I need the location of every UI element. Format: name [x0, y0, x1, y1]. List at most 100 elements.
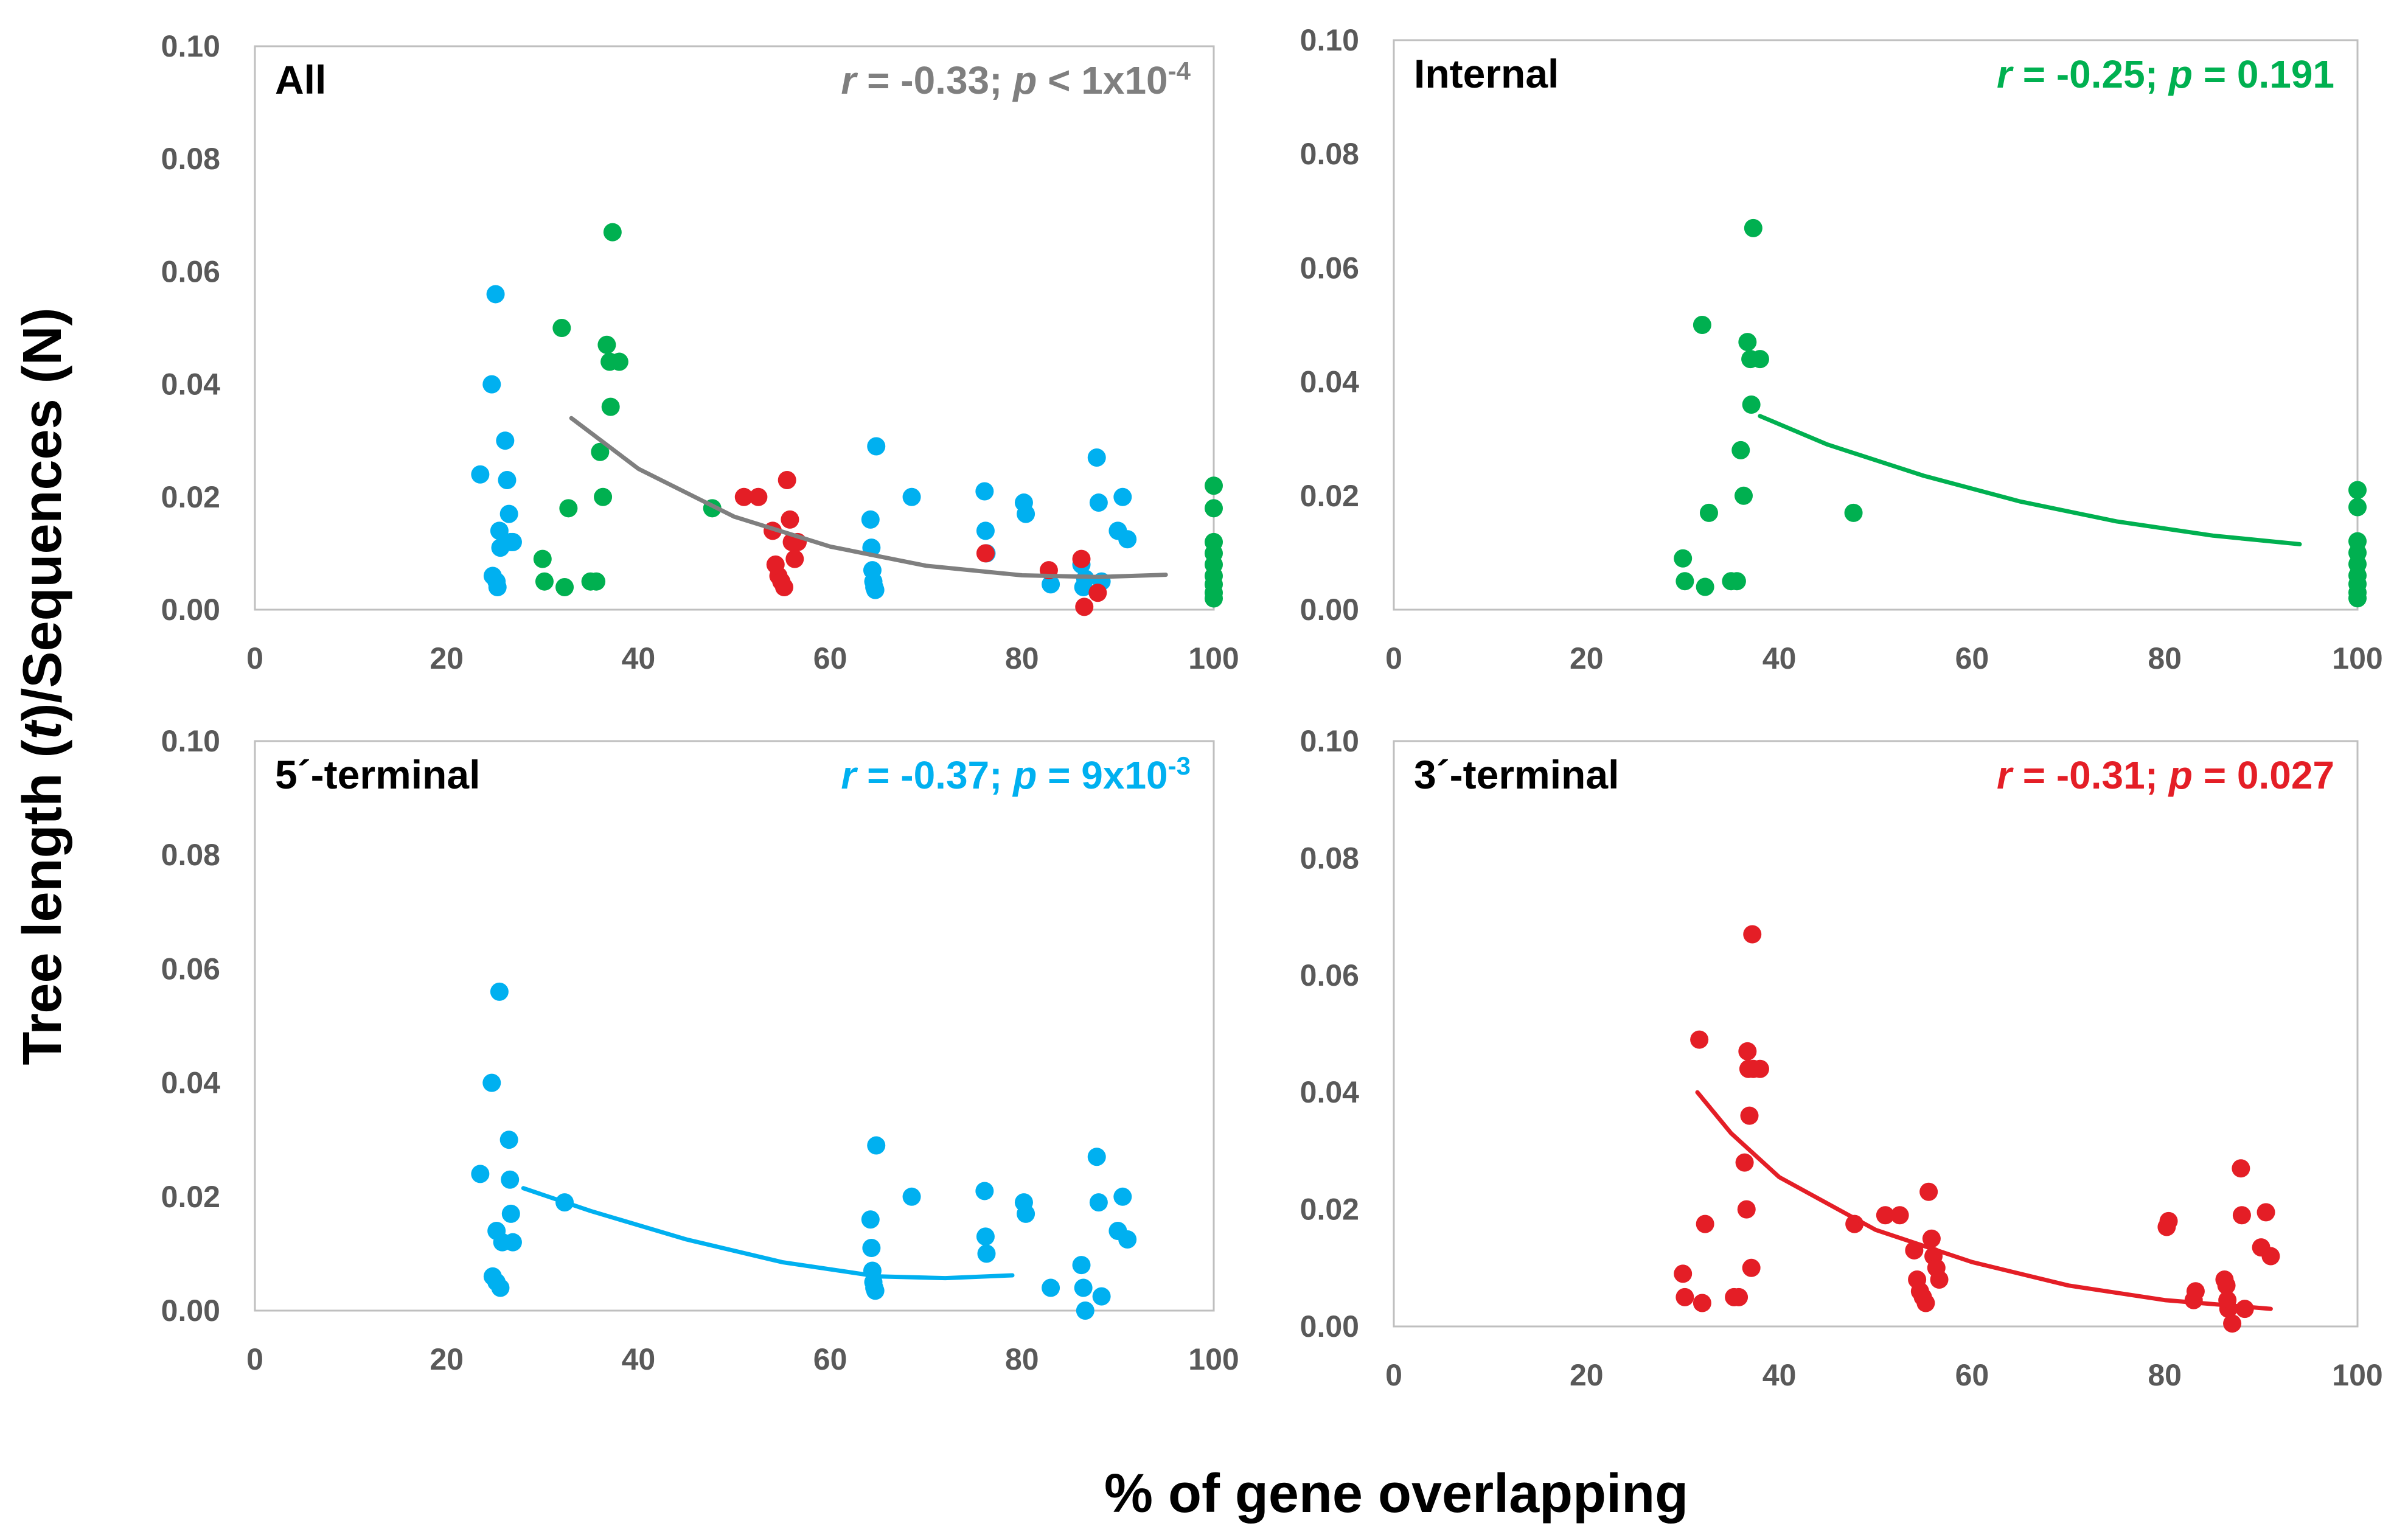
data-point	[2186, 1282, 2205, 1301]
data-point	[501, 1170, 520, 1189]
data-point	[1042, 575, 1060, 594]
data-point	[1118, 530, 1137, 549]
x-tick-label: 60	[813, 1342, 847, 1376]
data-point	[501, 1204, 520, 1223]
stat-p-value: < 1x10	[1037, 58, 1167, 102]
series-internal	[533, 223, 1223, 608]
data-point	[1088, 584, 1107, 602]
x-tick-label: 80	[1005, 641, 1039, 675]
stat-r-value: = -0.37;	[856, 753, 1013, 797]
y-axis-title-italic: t	[12, 719, 73, 740]
data-point	[555, 577, 574, 596]
series-5-terminal	[471, 285, 1137, 599]
y-tick-label: 0.04	[161, 1066, 221, 1100]
data-point	[1076, 1301, 1094, 1320]
data-point	[1876, 1206, 1895, 1225]
stat-p-symbol: p	[2168, 753, 2193, 797]
data-point	[2232, 1159, 2250, 1178]
panel-title: All	[275, 57, 326, 102]
trend-line	[1695, 1090, 2273, 1311]
panel-title: Internal	[1414, 51, 1559, 96]
data-point	[1017, 504, 1035, 523]
x-tick-label: 100	[2332, 641, 2382, 675]
series-internal	[1674, 218, 2367, 608]
y-tick-label: 0.10	[161, 29, 220, 63]
data-point	[1737, 1200, 1756, 1219]
data-point	[1205, 589, 1223, 608]
data-point	[1676, 572, 1694, 591]
data-point	[1696, 1214, 1714, 1233]
data-point	[1113, 1187, 1132, 1206]
y-tick-label: 0.00	[161, 1294, 220, 1328]
x-axis-title: % of gene overlapping	[1104, 1463, 1688, 1524]
stat-r-value: = -0.25;	[2012, 52, 2169, 96]
y-tick-label: 0.00	[161, 593, 220, 627]
data-point	[1676, 1287, 1694, 1306]
data-point	[490, 982, 509, 1001]
stat-p-exponent: -4	[1168, 57, 1191, 85]
data-point	[976, 544, 995, 563]
data-point	[1735, 1153, 1754, 1172]
data-point	[1916, 1294, 1935, 1312]
data-point	[498, 471, 517, 490]
y-tick-label: 0.02	[161, 480, 220, 514]
x-tick-label: 100	[1188, 1342, 1239, 1376]
y-axis-title-suffix: )/Sequences (N)	[12, 307, 73, 721]
y-tick-label: 0.06	[161, 254, 220, 288]
y-tick-label: 0.08	[161, 142, 220, 176]
data-point	[1744, 218, 1763, 237]
data-point	[1743, 925, 1762, 944]
data-point	[1734, 486, 1753, 505]
correlation-stat: r = -0.37; p = 9x10-3	[841, 751, 1191, 798]
plot-area-internal	[1393, 39, 2359, 611]
x-tick-label: 60	[1955, 1358, 1989, 1392]
x-tick-label: 80	[1005, 1342, 1039, 1376]
x-tick-label: 40	[1763, 641, 1797, 675]
stat-p-symbol: p	[1012, 58, 1037, 102]
data-point	[496, 431, 515, 450]
plot-area-all	[254, 45, 1215, 611]
data-point	[499, 504, 518, 523]
x-tick-label: 60	[813, 641, 847, 675]
data-point	[1693, 1294, 1711, 1312]
data-point	[1674, 549, 1693, 568]
data-point	[976, 521, 995, 540]
data-point	[975, 482, 994, 501]
data-point	[2159, 1211, 2178, 1230]
data-point	[1205, 499, 1223, 518]
y-tick-label: 0.02	[1300, 1193, 1359, 1227]
data-point	[486, 285, 505, 304]
x-tick-label: 60	[1955, 641, 1989, 675]
data-point	[1930, 1270, 1949, 1289]
data-point	[778, 471, 796, 490]
y-axis-title-prefix: Tree length (	[12, 740, 73, 1065]
data-point	[866, 580, 885, 599]
y-axis-title: Tree length (t)/Sequences (N)	[12, 307, 73, 1065]
data-point	[1738, 1042, 1757, 1061]
y-tick-label: 0.08	[1300, 841, 1359, 875]
data-point	[1699, 503, 1718, 522]
data-point	[1087, 448, 1106, 467]
data-point	[1087, 1148, 1106, 1166]
data-point	[2223, 1314, 2242, 1333]
stat-p-exponent: -3	[1168, 751, 1191, 780]
data-point	[1922, 1229, 1941, 1248]
stat-r-symbol: r	[841, 753, 858, 797]
stat-p-value: = 0.191	[2193, 52, 2334, 96]
data-point	[482, 375, 501, 394]
x-tick-label: 100	[2332, 1358, 2382, 1392]
data-point	[1075, 598, 1094, 616]
panel-all: 0.00 0.02 0.04 0.06 0.08 0.10 0 20 40 60 80 100 All r…	[161, 29, 1239, 675]
data-point	[1890, 1206, 1909, 1225]
data-point	[488, 577, 507, 596]
plot-area-five-prime	[254, 740, 1215, 1312]
panel-internal: 0.00 0.02 0.04 0.06 0.08 0.10 0 20 40 60 80 100 Inte…	[1300, 23, 2383, 675]
data-point	[1072, 549, 1091, 568]
data-point	[902, 1187, 921, 1206]
trend-line	[569, 416, 1168, 579]
data-point	[749, 487, 768, 506]
correlation-stat: r = -0.25; p = 0.191	[1997, 52, 2334, 96]
y-tick-label: 0.10	[1300, 23, 1359, 57]
data-point	[1674, 1264, 1693, 1283]
data-point	[1092, 1287, 1111, 1306]
